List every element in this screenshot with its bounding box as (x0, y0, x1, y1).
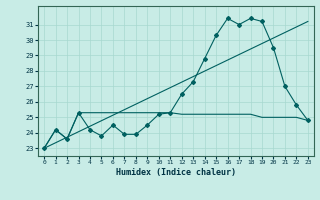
X-axis label: Humidex (Indice chaleur): Humidex (Indice chaleur) (116, 168, 236, 177)
